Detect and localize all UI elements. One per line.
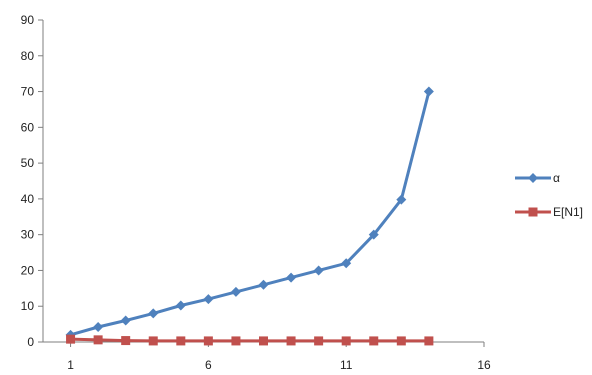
y-tick-label: 90 — [21, 13, 35, 27]
y-tick-label: 80 — [21, 49, 35, 63]
y-tick-label: 40 — [21, 192, 35, 206]
data-point — [286, 272, 297, 283]
data-point — [203, 294, 214, 305]
y-tick-label: 0 — [27, 335, 34, 349]
data-point — [396, 194, 407, 205]
series-layer — [65, 86, 434, 346]
data-point — [66, 334, 76, 344]
data-point — [313, 265, 324, 276]
x-tick-label: 6 — [205, 358, 212, 372]
series-alpha — [65, 86, 434, 340]
legend: α E[N1] — [515, 171, 583, 219]
legend-label: E[N1] — [553, 205, 583, 219]
y-tick-label: 50 — [21, 156, 35, 170]
data-point — [258, 279, 269, 290]
x-tick-label: 1 — [67, 358, 74, 372]
legend-entry: α — [515, 171, 560, 185]
y-axis: 0 10 20 30 40 50 60 70 80 90 — [21, 13, 44, 349]
x-axis: 1 6 11 16 — [43, 341, 491, 372]
data-point — [93, 335, 103, 345]
data-point — [259, 336, 268, 346]
data-point — [93, 321, 104, 332]
data-point — [121, 336, 131, 346]
data-point — [148, 336, 158, 346]
legend-label: α — [553, 171, 560, 185]
data-point — [286, 336, 296, 346]
data-point — [368, 229, 379, 240]
y-tick-label: 20 — [21, 263, 35, 277]
x-tick-label: 11 — [340, 358, 353, 372]
y-tick-label: 70 — [21, 85, 35, 99]
series-en1 — [66, 334, 434, 346]
data-point — [341, 258, 352, 269]
y-tick-label: 30 — [21, 228, 35, 242]
data-point — [231, 336, 241, 346]
data-point — [230, 286, 241, 297]
data-point — [314, 336, 324, 346]
y-tick-label: 10 — [21, 299, 35, 313]
legend-marker — [528, 207, 538, 217]
data-point — [175, 300, 186, 311]
data-point — [396, 336, 406, 346]
y-tick-label: 60 — [21, 120, 35, 134]
series-line — [70, 91, 431, 337]
data-point — [341, 336, 351, 346]
x-tick-label: 16 — [477, 358, 491, 372]
legend-marker — [528, 173, 538, 183]
data-point — [369, 336, 379, 346]
data-point — [203, 336, 213, 346]
data-point — [423, 86, 434, 97]
data-point — [120, 315, 131, 326]
legend-entry: E[N1] — [515, 205, 583, 219]
series-line — [70, 337, 429, 343]
data-point — [424, 336, 434, 346]
data-point — [148, 308, 159, 319]
data-point — [176, 336, 186, 346]
